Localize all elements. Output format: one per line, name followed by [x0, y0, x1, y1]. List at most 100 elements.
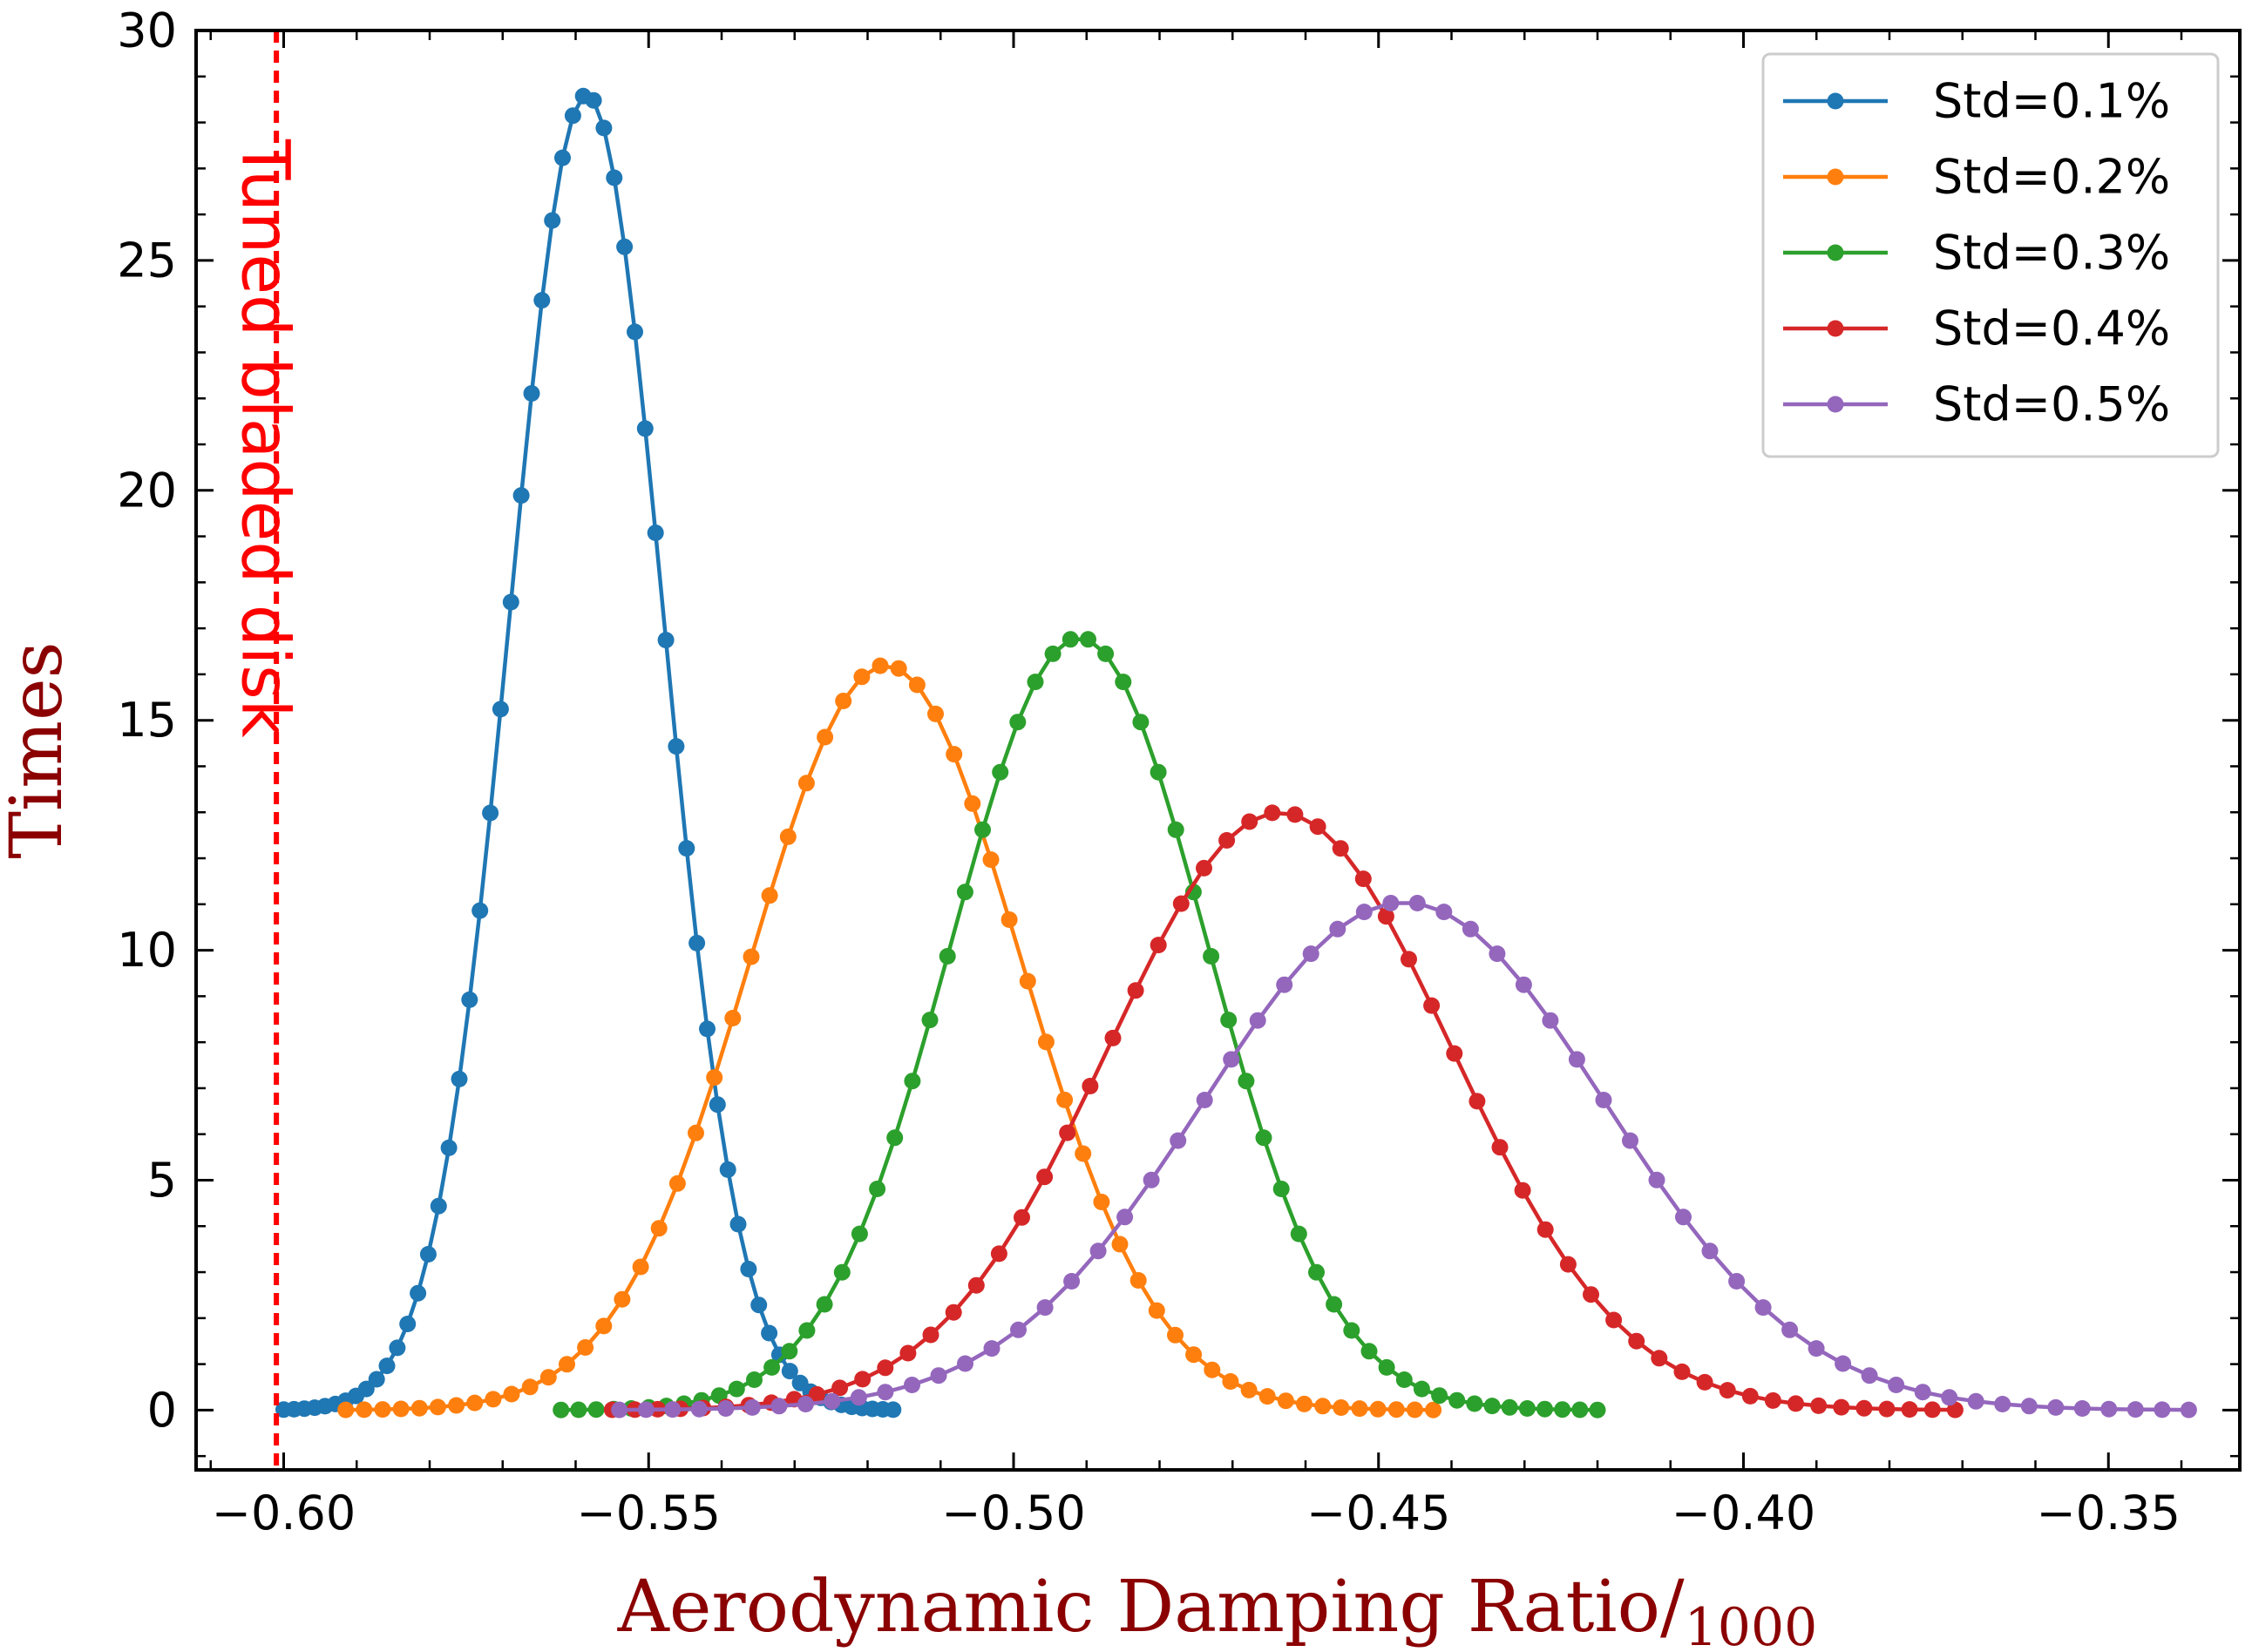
data-point — [1104, 1029, 1122, 1046]
data-point — [523, 385, 540, 402]
data-point — [1249, 1012, 1266, 1029]
x-axis-label-main: Aerodynamic Damping Ratio/ — [617, 1566, 1685, 1649]
data-point — [1056, 1091, 1074, 1108]
data-point — [614, 1290, 631, 1308]
data-point — [927, 705, 944, 722]
data-point — [709, 1096, 726, 1114]
legend-entry: Std=0.4% — [1783, 301, 2170, 356]
legend-label: Std=0.5% — [1933, 377, 2170, 432]
x-tick-label: −0.55 — [577, 1486, 721, 1540]
data-point — [1167, 1326, 1184, 1344]
data-point — [533, 292, 551, 309]
data-point — [2020, 1398, 2038, 1415]
data-point — [502, 593, 519, 611]
legend: Std=0.1% Std=0.2% Std=0.3% Std=0.4% Std=0.5% — [1761, 52, 2220, 458]
data-point — [1483, 1398, 1501, 1415]
data-point — [668, 1175, 686, 1192]
x-axis-label-subscript: 1000 — [1685, 1597, 1818, 1652]
data-point — [1238, 1073, 1255, 1090]
data-point — [492, 701, 509, 718]
data-point — [699, 1020, 716, 1038]
data-point — [1754, 1299, 1772, 1317]
data-point — [964, 795, 981, 812]
data-point — [357, 1380, 375, 1398]
data-point — [399, 1316, 417, 1332]
x-tick-label: −0.45 — [1306, 1486, 1450, 1540]
data-point — [2047, 1398, 2065, 1416]
data-point — [717, 1400, 735, 1417]
data-point — [1435, 904, 1453, 921]
data-point — [1833, 1398, 1850, 1416]
data-point — [1150, 763, 1167, 781]
data-point — [1148, 1302, 1165, 1319]
data-point — [1781, 1321, 1799, 1338]
data-point — [1196, 859, 1212, 877]
data-point — [930, 1367, 947, 1385]
data-point — [337, 1401, 355, 1418]
data-point — [678, 840, 695, 857]
series-5 — [611, 895, 2197, 1418]
data-point — [451, 1070, 468, 1087]
data-point — [1719, 1382, 1736, 1399]
data-point — [1290, 1225, 1307, 1242]
data-point — [797, 775, 815, 792]
plot-frame — [194, 29, 2242, 1472]
data-point — [1116, 1209, 1134, 1226]
data-point — [1946, 1401, 1964, 1418]
data-point — [1059, 1124, 1076, 1141]
data-point — [544, 212, 561, 229]
data-point — [1861, 1367, 1878, 1385]
data-point — [1387, 1401, 1405, 1418]
data-point — [1097, 645, 1115, 662]
data-point — [1583, 1286, 1599, 1303]
data-point — [779, 828, 797, 845]
data-point — [1204, 1361, 1221, 1378]
data-point — [763, 1358, 781, 1376]
data-point — [392, 1400, 410, 1418]
data-point — [853, 668, 871, 686]
data-point — [1286, 806, 1304, 823]
data-point — [1080, 631, 1096, 648]
data-point — [835, 693, 852, 709]
data-point — [1241, 813, 1258, 830]
data-point — [1568, 1051, 1585, 1068]
data-point — [1395, 1371, 1413, 1388]
data-point — [1062, 631, 1079, 648]
series-1 — [275, 87, 902, 1418]
data-point — [1093, 1194, 1110, 1210]
data-point — [1554, 1401, 1571, 1418]
data-point — [1448, 1391, 1466, 1409]
data-point — [706, 1069, 723, 1087]
legend-entry: Std=0.5% — [1783, 377, 2170, 432]
legend-label: Std=0.1% — [1933, 74, 2170, 129]
data-point — [824, 1392, 841, 1410]
data-point — [872, 657, 889, 674]
legend-marker — [1827, 320, 1844, 337]
data-point — [2127, 1401, 2144, 1418]
data-point — [1063, 1273, 1081, 1290]
data-point — [1172, 895, 1190, 912]
data-point — [650, 1220, 668, 1237]
data-point — [1272, 1181, 1290, 1197]
data-point — [1914, 1384, 1931, 1401]
data-point — [1326, 1296, 1343, 1313]
data-point — [1308, 1263, 1325, 1281]
data-point — [719, 1161, 736, 1178]
legend-entry: Std=0.1% — [1783, 74, 2170, 129]
data-point — [1489, 945, 1506, 963]
data-point — [512, 487, 530, 504]
data-point — [1741, 1387, 1759, 1405]
data-point — [1878, 1400, 1896, 1418]
data-point — [503, 1385, 520, 1403]
data-point — [886, 1129, 904, 1147]
data-point — [664, 1401, 682, 1418]
data-point — [378, 1357, 396, 1375]
data-point — [1296, 1395, 1313, 1412]
data-point — [2154, 1401, 2171, 1418]
data-point — [1431, 1387, 1448, 1405]
data-point — [1559, 1256, 1577, 1273]
data-point — [1075, 1145, 1092, 1162]
data-point — [1446, 1045, 1463, 1062]
data-point — [1515, 976, 1532, 993]
data-point — [1170, 1132, 1187, 1149]
